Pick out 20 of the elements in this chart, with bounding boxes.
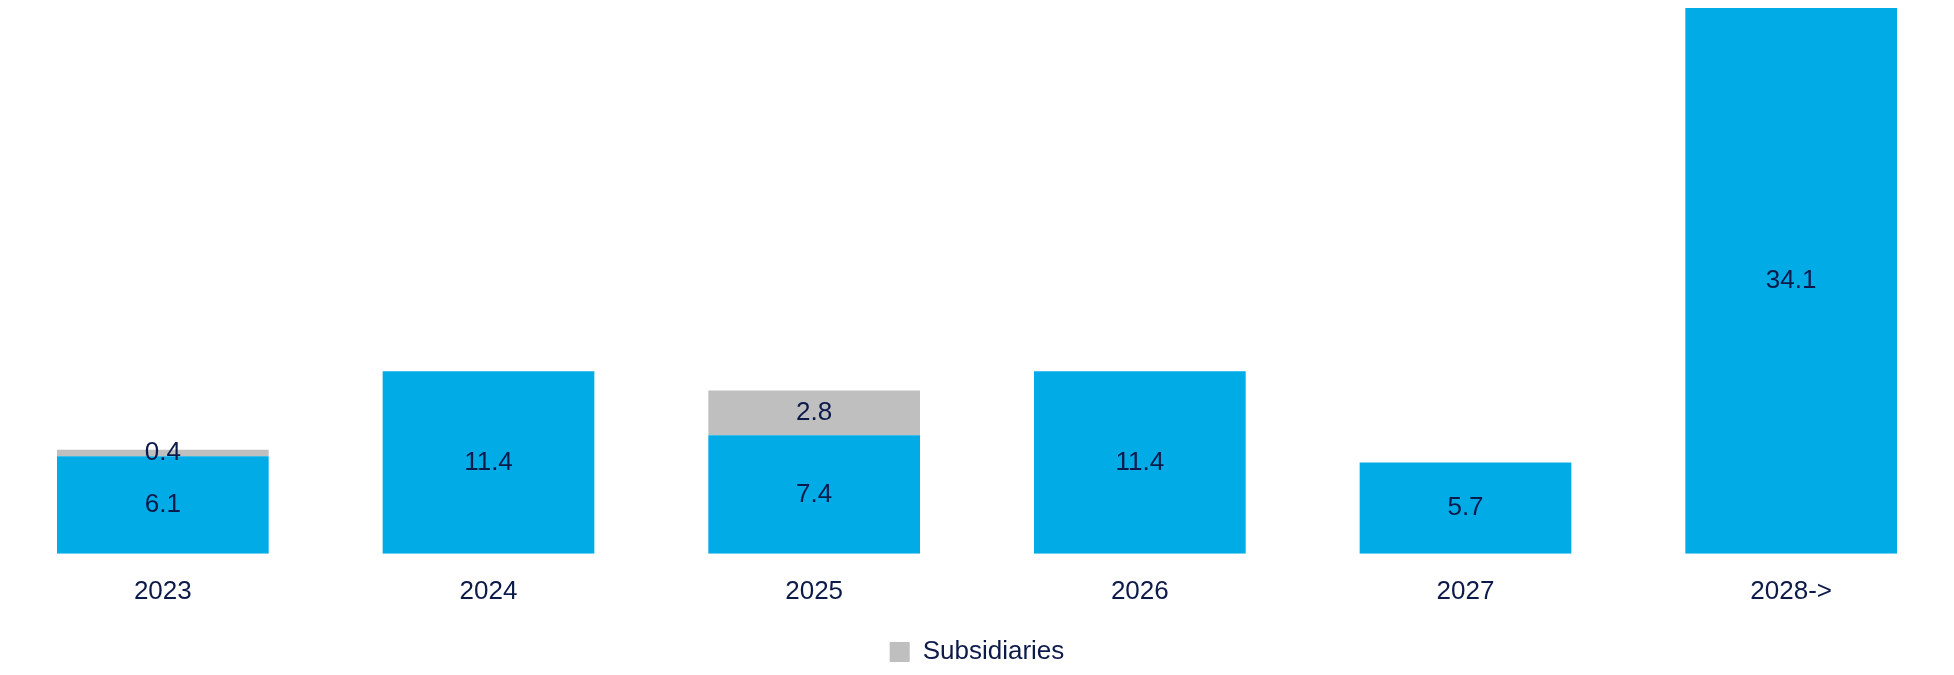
bar [708,435,921,554]
data-label: 6.1 [144,488,181,519]
bar [1033,371,1246,554]
bar [1359,462,1572,554]
data-label: 7.4 [796,477,833,508]
data-label: 2.8 [796,396,833,427]
x-tick-label: 2023 [133,574,192,605]
data-label: 34.1 [1765,264,1817,295]
x-tick-label: 2027 [1436,574,1495,605]
bar [708,390,921,436]
data-label: 11.4 [464,445,513,476]
bar [382,371,595,554]
data-label: 11.4 [1115,445,1165,476]
x-tick-label: 2025 [785,574,844,605]
bar [1685,8,1898,554]
data-label: 5.7 [1447,491,1484,522]
legend-label: Subsidiaries [922,635,1065,666]
x-tick-label: 2028-> [1750,574,1833,605]
x-tick-label: 2026 [1110,574,1169,605]
x-tick-label: 2024 [459,574,518,605]
